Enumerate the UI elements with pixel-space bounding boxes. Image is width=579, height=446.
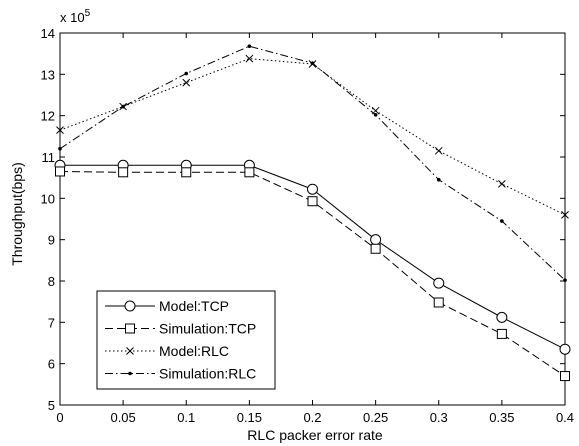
- data-point-simulation-tcp: [55, 166, 65, 177]
- data-point-simulation-tcp: [181, 167, 192, 178]
- legend-label: Model:TCP: [159, 298, 229, 314]
- data-point-simulation-rlc: [121, 104, 125, 109]
- x-tick-label: 0: [56, 410, 63, 425]
- data-point-model-rlc: [245, 54, 254, 63]
- x-tick-label: 0.4: [556, 410, 574, 425]
- data-point-simulation-rlc: [500, 219, 504, 223]
- data-point-simulation-tcp: [118, 167, 129, 178]
- series-layer: [54, 44, 571, 382]
- legend-item-model-tcp: Model:TCP: [105, 298, 229, 314]
- x-tick-label: 0.05: [110, 410, 135, 425]
- y-tick-label: 8: [48, 274, 55, 289]
- legend-marker: [128, 371, 132, 376]
- x-tick-label: 0.3: [430, 410, 448, 425]
- legend: Model:TCP Simulation:TCP Model:RLC Simulati…: [96, 290, 276, 390]
- legend-marker: [126, 347, 134, 355]
- data-point-simulation-tcp: [433, 297, 444, 308]
- data-point-model-rlc: [434, 146, 443, 155]
- data-point-simulation-tcp: [496, 328, 507, 339]
- y-tick-label: 12: [41, 109, 55, 124]
- x-axis: 0 0.05 0.1 0.15 0.2 0.25 0.3 0.35 0.4: [56, 33, 574, 425]
- data-point-simulation-tcp: [244, 167, 255, 178]
- data-point-simulation-rlc: [247, 44, 252, 49]
- x-tick-label: 0.15: [237, 410, 262, 425]
- data-point-simulation-rlc: [436, 177, 441, 182]
- y-multiplier-exponent: 5: [85, 8, 91, 19]
- legend-item-simulation-rlc: Simulation:RLC: [105, 366, 256, 382]
- y-tick-label: 6: [48, 357, 55, 372]
- y-axis: 5 6 7 8 9 10 11 12 13 14: [41, 26, 565, 413]
- y-tick-label: 9: [48, 233, 55, 248]
- y-tick-label: 11: [42, 150, 56, 165]
- series-simulation-rlc: [58, 44, 567, 282]
- legend-label: Simulation:RLC: [159, 366, 256, 382]
- legend-label: Simulation:TCP: [159, 321, 256, 337]
- data-point-simulation-rlc: [563, 278, 567, 282]
- legend-marker: [124, 300, 136, 312]
- y-axis-label: Throughput(bps): [9, 162, 25, 266]
- data-point-model-rlc: [182, 78, 191, 87]
- data-point-model-tcp: [433, 277, 445, 289]
- data-point-model-tcp: [307, 183, 318, 195]
- legend-item-simulation-tcp: Simulation:TCP: [105, 321, 256, 337]
- data-point-simulation-tcp: [370, 243, 381, 254]
- y-multiplier-prefix: x 10: [60, 10, 85, 25]
- y-tick-label: 14: [41, 26, 55, 41]
- data-point-model-tcp: [370, 234, 382, 246]
- data-point-simulation-rlc: [373, 113, 378, 117]
- legend-item-model-rlc: Model:RLC: [105, 343, 229, 359]
- data-point-simulation-tcp: [560, 371, 570, 382]
- data-point-simulation-tcp: [307, 196, 318, 207]
- x-tick-label: 0.1: [177, 410, 195, 425]
- x-tick-label: 0.25: [363, 410, 388, 425]
- y-tick-label: 10: [41, 191, 55, 206]
- y-multiplier-label: x 105: [60, 8, 91, 25]
- legend-label: Model:RLC: [159, 343, 229, 359]
- y-tick-label: 5: [48, 398, 55, 413]
- data-point-simulation-rlc: [184, 71, 189, 76]
- data-point-simulation-rlc: [58, 146, 62, 151]
- data-point-model-rlc: [56, 126, 64, 134]
- data-point-simulation-rlc: [310, 61, 315, 65]
- x-tick-label: 0.2: [303, 410, 321, 425]
- series-model-rlc: [56, 54, 569, 219]
- y-tick-label: 7: [48, 315, 55, 330]
- data-point-model-rlc: [498, 180, 506, 188]
- data-point-model-rlc: [561, 211, 569, 219]
- legend-marker: [125, 323, 135, 334]
- data-point-model-tcp: [496, 311, 508, 323]
- x-tick-label: 0.35: [489, 410, 514, 425]
- y-tick-label: 13: [41, 67, 55, 82]
- series-simulation-tcp: [55, 166, 570, 382]
- x-axis-label: RLC packer error rate: [247, 427, 383, 443]
- data-point-model-tcp: [559, 343, 571, 355]
